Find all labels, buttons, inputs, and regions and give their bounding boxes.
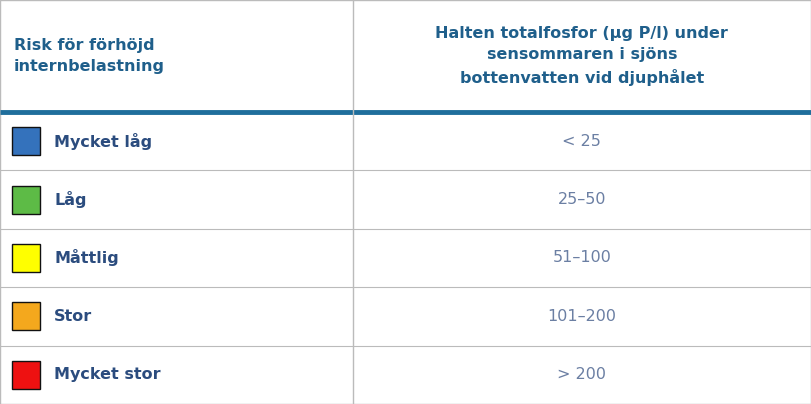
Text: Stor: Stor: [54, 309, 92, 324]
Text: 101–200: 101–200: [547, 309, 616, 324]
Text: Risk för förhöjd
internbelastning: Risk för förhöjd internbelastning: [14, 38, 165, 74]
Text: Låg: Låg: [54, 191, 87, 208]
Text: Mycket stor: Mycket stor: [54, 367, 161, 382]
Bar: [12, 244, 40, 272]
Text: Mycket låg: Mycket låg: [54, 133, 152, 150]
Bar: [12, 303, 40, 330]
Text: 51–100: 51–100: [552, 250, 611, 265]
Bar: [12, 361, 40, 389]
Text: 25–50: 25–50: [558, 192, 606, 207]
Text: Måttlig: Måttlig: [54, 250, 118, 267]
Text: > 200: > 200: [557, 367, 607, 382]
Bar: [12, 127, 40, 155]
Bar: [12, 185, 40, 214]
Text: Halten totalfosfor (µg P/l) under
sensommaren i sjöns
bottenvatten vid djuphålet: Halten totalfosfor (µg P/l) under sensom…: [436, 26, 728, 86]
Text: < 25: < 25: [563, 134, 601, 149]
